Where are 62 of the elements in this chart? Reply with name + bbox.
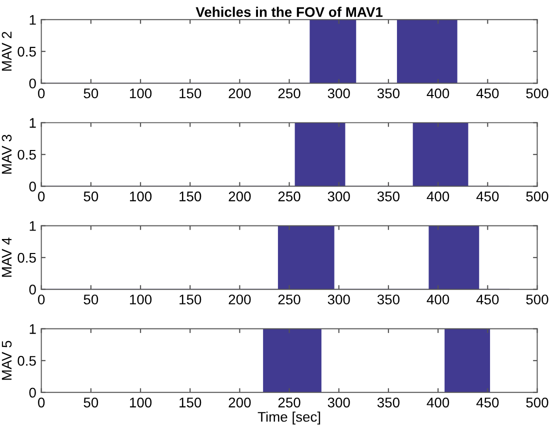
x-tick-label: 50 bbox=[84, 88, 98, 98]
x-tick-label: 350 bbox=[377, 192, 400, 202]
y-tick-label: 1 bbox=[30, 15, 36, 25]
x-tick-label: 100 bbox=[130, 88, 152, 98]
y-axis-title: MAV 4 bbox=[2, 238, 12, 277]
x-tick-label: 100 bbox=[130, 192, 152, 202]
chart-title: Vehicles in the FOV of MAV1 bbox=[196, 6, 383, 17]
x-tick-label: 500 bbox=[526, 294, 548, 304]
x-tick-label: 500 bbox=[526, 398, 548, 408]
y-axis-title: MAV 5 bbox=[2, 340, 12, 380]
x-tick-label: 450 bbox=[476, 192, 499, 202]
x-tick-label: 150 bbox=[180, 192, 202, 202]
x-tick-label: 150 bbox=[180, 88, 202, 98]
x-tick-label: 400 bbox=[426, 398, 450, 408]
x-tick-label: 200 bbox=[228, 398, 251, 408]
x-tick-label: 100 bbox=[130, 398, 152, 408]
x-tick-label: 250 bbox=[278, 88, 300, 98]
x-tick-label: 0 bbox=[38, 294, 45, 304]
y-tick-label: 0 bbox=[29, 182, 36, 192]
x-tick-label: 350 bbox=[377, 398, 400, 408]
x-tick-label: 500 bbox=[526, 88, 548, 98]
x-tick-label: 150 bbox=[180, 294, 202, 304]
y-tick-label: 0 bbox=[29, 388, 36, 398]
x-tick-label: 250 bbox=[278, 294, 300, 304]
x-tick-label: 300 bbox=[328, 192, 350, 202]
x-tick-label: 300 bbox=[328, 294, 350, 304]
x-tick-label: 350 bbox=[377, 88, 400, 98]
x-tick-label: 0 bbox=[38, 88, 45, 98]
x-tick-label: 200 bbox=[228, 88, 251, 98]
y-tick-label: 1 bbox=[30, 118, 36, 128]
x-tick-label: 500 bbox=[526, 192, 548, 202]
x-axis-title: Time [sec] bbox=[258, 412, 320, 425]
y-tick-label: 0 bbox=[29, 78, 36, 88]
x-tick-label: 200 bbox=[228, 192, 251, 202]
x-tick-label: 50 bbox=[84, 398, 98, 408]
x-tick-label: 400 bbox=[426, 88, 450, 98]
x-tick-label: 50 bbox=[84, 192, 98, 202]
y-tick-label: 0.5 bbox=[18, 252, 36, 263]
y-axis-title: MAV 3 bbox=[2, 134, 12, 174]
x-tick-label: 250 bbox=[278, 192, 300, 202]
x-tick-label: 400 bbox=[426, 192, 450, 202]
y-tick-label: 0.5 bbox=[18, 150, 36, 160]
x-tick-label: 300 bbox=[328, 88, 350, 98]
x-tick-label: 250 bbox=[278, 398, 300, 408]
x-tick-label: 450 bbox=[476, 398, 499, 408]
y-tick-label: 0.5 bbox=[18, 46, 36, 57]
x-tick-label: 350 bbox=[377, 294, 400, 304]
x-tick-label: 450 bbox=[476, 88, 499, 98]
y-tick-label: 1 bbox=[30, 221, 36, 231]
y-tick-label: 0 bbox=[29, 284, 36, 295]
x-tick-label: 400 bbox=[426, 294, 450, 304]
x-tick-label: 0 bbox=[38, 398, 45, 408]
y-tick-label: 0.5 bbox=[18, 356, 36, 366]
x-tick-label: 100 bbox=[130, 294, 152, 304]
x-tick-label: 200 bbox=[228, 294, 251, 304]
x-tick-label: 150 bbox=[180, 398, 202, 408]
y-tick-label: 1 bbox=[30, 324, 36, 334]
x-tick-label: 0 bbox=[38, 192, 45, 202]
x-tick-label: 450 bbox=[476, 294, 499, 304]
y-axis-title: MAV 2 bbox=[2, 32, 12, 71]
x-tick-label: 50 bbox=[84, 294, 98, 304]
x-tick-label: 300 bbox=[328, 398, 350, 408]
